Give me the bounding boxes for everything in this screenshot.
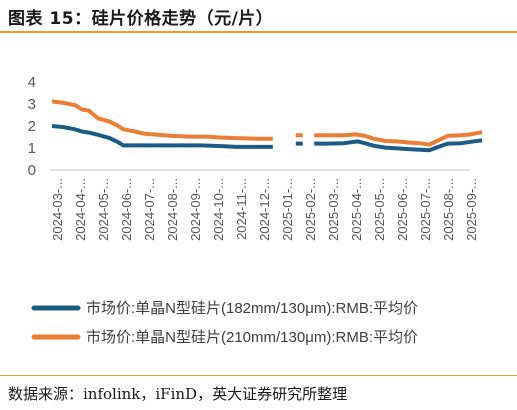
legend-label: 市场价:单晶N型硅片(182mm/130μm):RMB:平均价 [86,300,418,317]
series-lines [51,99,483,153]
series-line-182mm [314,138,483,153]
x-tick-label: 2025-05-... [372,178,387,241]
y-tick-label: 4 [28,74,36,91]
page-title: 图表 15：硅片价格走势（元/片） [8,9,274,29]
series-line-182mm [51,124,273,149]
legend-label: 市场价:单晶N型硅片(210mm/130μm):RMB:平均价 [86,329,418,346]
x-tick-label: 2024-09-... [188,178,203,241]
y-tick-label: 1 [28,140,36,157]
x-tick-label: 2025-01-... [280,178,295,241]
x-axis-ticks: 2024-03-... 2024-04-... 2024-05-... 2024-06… [50,178,479,241]
x-tick-label: 2025-03-... [326,178,341,241]
bottom-rule [0,375,517,376]
y-tick-label: 3 [28,96,36,113]
y-tick-label: 2 [28,118,36,135]
x-tick-label: 2024-06-... [119,178,134,241]
x-tick-label: 2024-07-... [142,178,157,241]
x-tick-label: 2025-02-... [303,178,318,241]
x-tick-label: 2025-08-... [441,178,456,241]
x-tick-label: 2024-05-... [96,178,111,241]
x-tick-label: 2025-06-... [395,178,410,241]
x-tick-label: 2024-12-... [257,178,272,241]
series-line-210mm [314,130,483,147]
x-tick-label: 2024-03-... [50,178,65,241]
y-axis-ticks: 0 1 2 3 4 [28,74,36,179]
x-tick-label: 2025-09-... [464,178,479,241]
top-rule [0,31,517,33]
series-line-210mm [51,99,273,141]
x-tick-label: 2025-04-... [349,178,364,241]
legend: 市场价:单晶N型硅片(182mm/130μm):RMB:平均价市场价:单晶N型硅… [31,300,418,346]
x-tick-label: 2025-07-... [418,178,433,241]
x-tick-label: 2024-04-... [73,178,88,241]
x-tick-label: 2024-11-... [234,178,249,240]
source-note: 数据来源：infolink，iFinD，英大证券研究所整理 [8,385,348,403]
y-tick-label: 0 [28,162,36,179]
x-tick-label: 2024-08-... [165,178,180,241]
x-tick-label: 2024-10-... [211,178,226,241]
